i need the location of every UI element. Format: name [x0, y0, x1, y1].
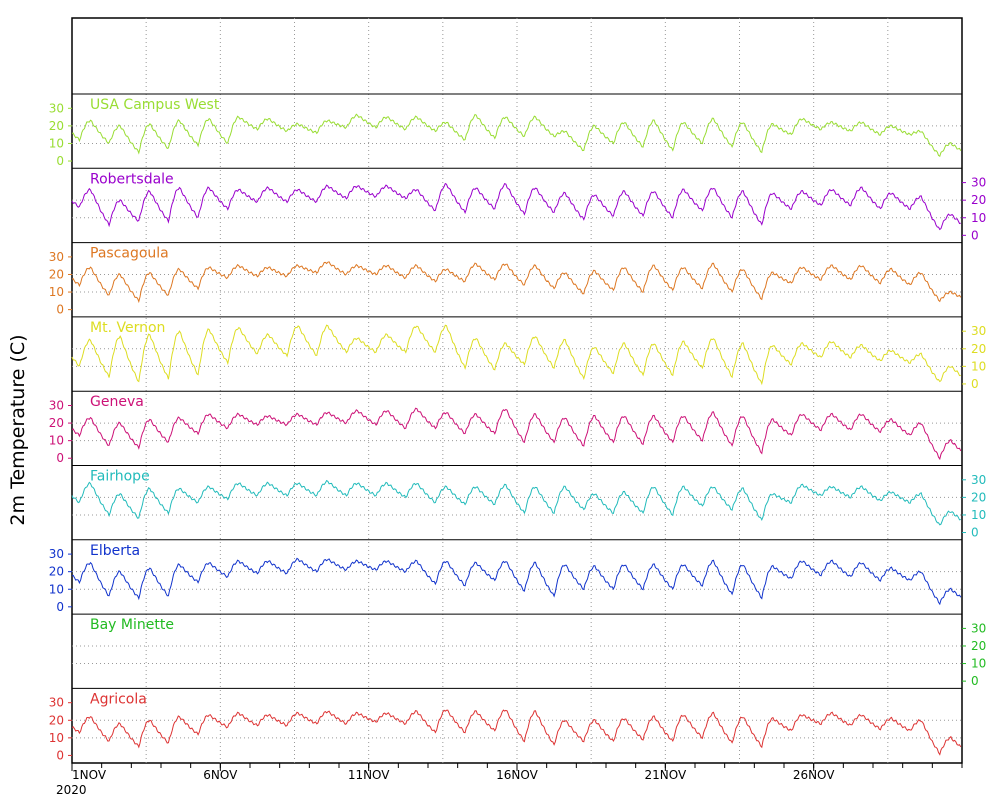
series-label: Elberta	[90, 543, 140, 559]
y-tick-label: 20	[971, 193, 986, 207]
x-tick-label: 26NOV	[793, 768, 835, 782]
y-tick-label: 10	[49, 582, 64, 596]
y-tick-label: 20	[971, 342, 986, 356]
y-tick-label: 10	[971, 657, 986, 671]
series-label: Bay Minette	[90, 617, 174, 633]
y-tick-label: 0	[971, 228, 979, 242]
x-tick-label: 11NOV	[348, 768, 390, 782]
y-tick-label: 0	[56, 451, 64, 465]
y-tick-label: 20	[971, 639, 986, 653]
y-tick-label: 10	[49, 434, 64, 448]
y-tick-label: 20	[971, 490, 986, 504]
y-tick-label: 20	[49, 713, 64, 727]
y-axis-title: 2m Temperature (C)	[7, 334, 29, 525]
y-tick-label: 20	[49, 565, 64, 579]
y-tick-label: 10	[971, 508, 986, 522]
x-tick-label: 1NOV	[72, 768, 107, 782]
y-tick-label: 10	[971, 211, 986, 225]
series-label: Mt. Vernon	[90, 320, 165, 336]
series-line	[71, 113, 962, 157]
y-tick-label: 30	[971, 176, 986, 190]
y-tick-label: 30	[971, 473, 986, 487]
y-tick-label: 30	[49, 250, 64, 264]
series-label: USA Campus West	[90, 97, 220, 113]
series-label: Agricola	[90, 691, 147, 707]
y-tick-label: 30	[49, 399, 64, 413]
y-tick-label: 20	[49, 416, 64, 430]
x-tick-label: 16NOV	[496, 768, 538, 782]
y-tick-label: 0	[971, 526, 979, 540]
y-tick-label: 30	[49, 101, 64, 115]
y-tick-label: 0	[56, 748, 64, 762]
series-label: Fairhope	[90, 469, 150, 485]
series-label: Pascagoula	[90, 246, 169, 262]
series-line	[71, 261, 962, 304]
y-tick-label: 0	[56, 303, 64, 317]
x-year-label: 2020	[56, 783, 87, 797]
series-line	[71, 557, 962, 606]
x-tick-label: 6NOV	[203, 768, 238, 782]
series-line	[71, 709, 962, 756]
series-label: Geneva	[90, 394, 144, 410]
series-line	[71, 182, 961, 231]
y-tick-label: 0	[56, 154, 64, 168]
y-tick-label: 30	[971, 621, 986, 635]
y-tick-label: 30	[971, 324, 986, 338]
series-line	[71, 407, 962, 461]
y-tick-label: 10	[49, 136, 64, 150]
y-tick-label: 0	[971, 377, 979, 391]
x-tick-label: 21NOV	[644, 768, 686, 782]
y-tick-label: 10	[49, 731, 64, 745]
series-line	[71, 324, 961, 386]
y-tick-label: 20	[49, 119, 64, 133]
series-line	[71, 479, 961, 526]
series-label: Robertsdale	[90, 171, 174, 187]
y-tick-label: 20	[49, 267, 64, 281]
y-tick-label: 0	[971, 674, 979, 688]
y-tick-label: 10	[49, 285, 64, 299]
y-tick-label: 0	[56, 600, 64, 614]
y-tick-label: 30	[49, 696, 64, 710]
y-tick-label: 30	[49, 547, 64, 561]
y-tick-label: 10	[971, 359, 986, 373]
